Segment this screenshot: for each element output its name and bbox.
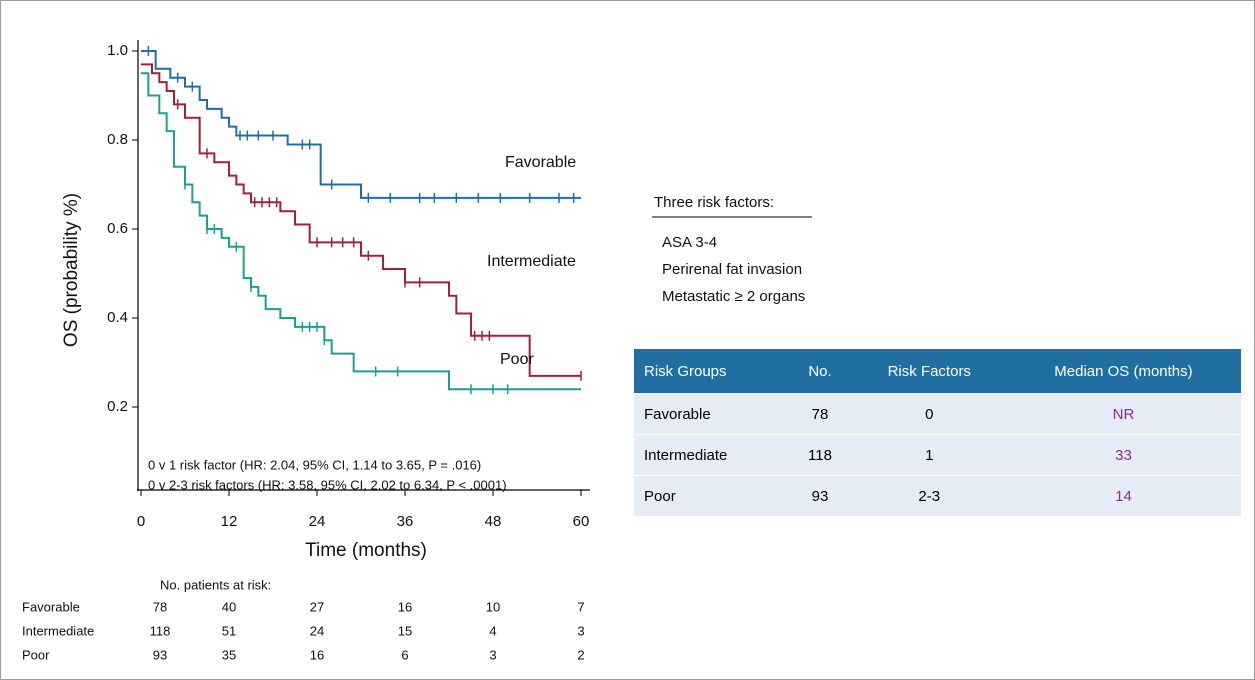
table-row: Poor 93 2-3 14 xyxy=(634,475,1241,516)
table-cell: 78 xyxy=(787,393,853,435)
at-risk-value: 51 xyxy=(222,623,236,638)
table-cell: 2-3 xyxy=(852,475,1006,516)
at-risk-value: 35 xyxy=(222,647,236,662)
series-label: Poor xyxy=(500,351,534,368)
at-risk-value: 118 xyxy=(150,623,171,638)
survival-curve xyxy=(141,50,581,199)
survival-curve xyxy=(141,63,581,377)
x-tick-label: 60 xyxy=(573,513,590,530)
annotation: 0 v 2-3 risk factors (HR: 3.58, 95% CI, … xyxy=(148,477,507,492)
series-label: Intermediate xyxy=(487,253,576,270)
at-risk-value: 2 xyxy=(577,647,584,662)
at-risk-value: 78 xyxy=(153,599,167,614)
risk-factor: Metastatic ≥ 2 organs xyxy=(662,288,805,305)
column-header: Median OS (months) xyxy=(1005,349,1241,394)
at-risk-value: 93 xyxy=(153,647,167,662)
at-risk-name: Intermediate xyxy=(22,623,94,638)
table-cell: Poor xyxy=(634,475,788,516)
table-row: Intermediate 118 1 33 xyxy=(634,434,1241,476)
series-label: Favorable xyxy=(505,154,576,171)
at-risk-value: 16 xyxy=(310,647,324,662)
risk-table: Risk Groups No. Risk Factors Median OS (mon… xyxy=(634,349,1241,516)
y-tick-label: 0.6 xyxy=(107,220,128,237)
at-risk-value: 3 xyxy=(577,623,584,638)
y-tick-label: 0.8 xyxy=(107,131,128,148)
x-tick-label: 36 xyxy=(397,513,414,530)
at-risk-value: 16 xyxy=(398,599,412,614)
table-cell: 14 xyxy=(1005,475,1241,516)
y-axis-title: OS (probability %) xyxy=(61,193,82,347)
column-header: Risk Factors xyxy=(852,349,1006,394)
risk-factor: Perirenal fat invasion xyxy=(662,261,802,278)
y-tick-label: 1.0 xyxy=(107,42,128,59)
x-tick-label: 24 xyxy=(309,513,326,530)
table-cell: 1 xyxy=(852,434,1006,476)
table-cell: 33 xyxy=(1005,434,1241,476)
at-risk-value: 6 xyxy=(401,647,408,662)
y-tick-label: 0.2 xyxy=(107,398,128,415)
x-tick-label: 0 xyxy=(137,513,145,530)
table-cell: NR xyxy=(1005,393,1241,435)
table-cell: Favorable xyxy=(634,393,788,435)
at-risk-name: Poor xyxy=(22,647,50,662)
header-row: Risk Groups No. Risk Factors Median OS (mon… xyxy=(634,349,1241,394)
at-risk-value: 24 xyxy=(310,623,324,638)
table-cell: 0 xyxy=(852,393,1006,435)
at-risk-value: 15 xyxy=(398,623,412,638)
table-cell: Intermediate xyxy=(634,434,788,476)
risk-factors-title: Three risk factors: xyxy=(654,194,774,211)
column-header: No. xyxy=(787,349,853,394)
annotation: 0 v 1 risk factor (HR: 2.04, 95% CI, 1.1… xyxy=(148,457,481,472)
table-cell: 93 xyxy=(787,475,853,516)
risk-factor: ASA 3-4 xyxy=(662,234,717,251)
at-risk-name: Favorable xyxy=(22,599,80,614)
at-risk-title: No. patients at risk: xyxy=(160,577,271,592)
at-risk-value: 40 xyxy=(222,599,236,614)
column-header: Risk Groups xyxy=(634,349,788,394)
at-risk-value: 3 xyxy=(489,647,496,662)
table-row: Favorable 78 0 NR xyxy=(634,393,1241,435)
at-risk-value: 7 xyxy=(577,599,584,614)
table-cell: 118 xyxy=(787,434,853,476)
x-tick-label: 48 xyxy=(485,513,502,530)
at-risk-value: 10 xyxy=(486,599,500,614)
y-tick-label: 0.4 xyxy=(107,309,128,326)
x-axis-title: Time (months) xyxy=(305,540,427,561)
at-risk-value: 4 xyxy=(489,623,496,638)
x-tick-label: 12 xyxy=(221,513,238,530)
at-risk-value: 27 xyxy=(310,599,324,614)
